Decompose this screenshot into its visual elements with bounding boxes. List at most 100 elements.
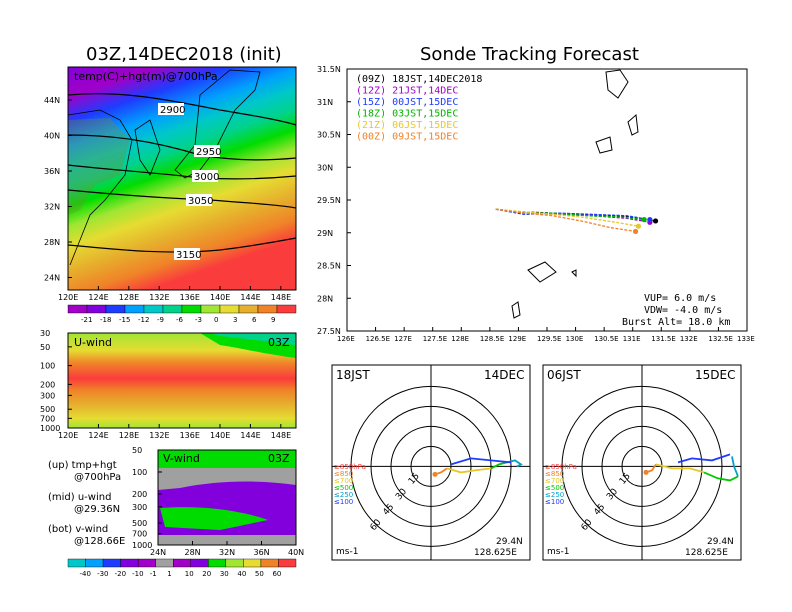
landing-point <box>641 217 647 223</box>
colorbar-label: -20 <box>115 570 126 578</box>
note-mid: (mid) u-wind <box>48 492 111 503</box>
p-tick-label: 300 <box>40 391 55 400</box>
vwind-neutral-band <box>158 468 296 490</box>
hodo-trace <box>450 457 512 466</box>
tracking-frame <box>346 68 748 332</box>
colorbar-swatch <box>67 304 88 314</box>
contour-label-bg <box>174 248 200 260</box>
korea-coastline <box>134 119 161 176</box>
lon-tick-label: 124E <box>88 431 108 440</box>
lon-tick-label: 128E <box>119 431 139 440</box>
lon-tick-label: 128.5E <box>480 335 504 343</box>
colorbar-label: 50 <box>255 570 264 578</box>
colorbar-swatch <box>243 558 262 568</box>
note-up: (up) tmp+hgt <box>48 460 117 471</box>
lon-tick-label: 129E <box>508 335 526 343</box>
colorbar-label: 10 <box>185 570 194 578</box>
legend-entry: (15Z) 00JST,15DEC <box>356 97 458 108</box>
hodo-level-label: ≥850hPa <box>545 463 577 471</box>
p-tick-label: 700 <box>40 414 55 423</box>
colorbar-swatch <box>120 558 139 568</box>
hodo-level-label: ≥850hPa <box>334 463 366 471</box>
landing-point <box>647 217 653 223</box>
lon-tick-label: 130E <box>566 335 584 343</box>
colorbar-label: -12 <box>138 316 149 324</box>
lon-tick-label: 136E <box>180 293 200 302</box>
map700-label: temp(C)+hgt(m)@700hPa <box>74 70 218 83</box>
colorbar-label: 9 <box>271 316 275 324</box>
lat-tick-label: 28.5N <box>317 262 341 271</box>
lon-tick-label: 130.5E <box>594 335 618 343</box>
colorbar-swatch <box>276 304 297 314</box>
landing-point <box>635 223 642 229</box>
contour-label-bg <box>158 103 184 115</box>
map700-lat-ticks: 44N 40N 36N 32N 28N 24N <box>44 96 72 283</box>
hodo-start-point <box>643 469 649 475</box>
landing-point <box>632 228 639 235</box>
lon-tick-label: 126E <box>337 335 355 343</box>
tracking-lat-ticks: 31.5N 31N 30.5N 30N 29.5N 29N 28.5N 28N 27.5N <box>317 65 351 336</box>
colorbar-label: 3 <box>233 316 237 324</box>
colorbar-swatch <box>105 304 126 314</box>
track-line <box>495 208 650 221</box>
hodo-date: 14DEC <box>484 368 524 382</box>
lon-tick-label: 128E <box>451 335 469 343</box>
lon-tick-label: 131.5E <box>651 335 675 343</box>
right-title: Sonde Tracking Forecast <box>420 44 639 65</box>
panel-notes: (up) tmp+hgt @700hPa (mid) u-wind @29.36… <box>48 460 125 547</box>
lat-tick-label: 31N <box>317 98 333 107</box>
hodo-lat: 29.4N <box>496 537 523 547</box>
colorbar-swatch <box>257 304 278 314</box>
lon-tick-label: 124E <box>88 293 108 302</box>
vwind-colorbar: -40 -30 -20 -10 -1 1 10 20 30 40 50 60 <box>67 558 297 578</box>
track-line <box>495 208 639 227</box>
lat-tick-label: 24N <box>150 548 166 557</box>
lat-tick-label: 28N <box>185 548 201 557</box>
contour-label-3050: 3050 <box>188 196 213 207</box>
left-title: 03Z,14DEC2018 (init) <box>86 44 282 65</box>
island-yakushima <box>595 136 613 154</box>
legend-entry: (00Z) 09JST,15DEC <box>356 132 458 143</box>
lon-tick-label: 132.5E <box>708 335 732 343</box>
colorbar-swatch <box>260 558 279 568</box>
lon-tick-label: 120E <box>58 431 78 440</box>
uwind-lowest-region <box>210 333 296 345</box>
landing-point <box>652 218 659 224</box>
contour-2900 <box>67 93 297 126</box>
legend-entry: (12Z) 21JST,14DEC <box>356 86 458 97</box>
hodo-lon: 128.625E <box>685 548 728 558</box>
colorbar-label: -30 <box>97 570 108 578</box>
colorbar-label: -40 <box>80 570 91 578</box>
contour-label-2900: 2900 <box>160 105 185 116</box>
vwind-time: 03Z <box>268 452 290 465</box>
hodo-level-label: ≤700 <box>334 477 353 485</box>
lon-tick-label: 136E <box>180 431 200 440</box>
island-amami <box>527 261 557 283</box>
lat-tick-label: 32N <box>219 548 235 557</box>
contour-label-bg <box>194 145 220 157</box>
track-line <box>495 208 636 233</box>
hodo-level-label: ≤850 <box>545 470 564 478</box>
island-south <box>511 301 521 319</box>
hodo-lon: 128.625E <box>474 548 517 558</box>
colorbar-swatch <box>102 558 121 568</box>
p-tick-label: 200 <box>132 490 147 499</box>
uwind-frame <box>67 332 297 429</box>
colorbar-swatch <box>219 304 240 314</box>
p-tick-label: 300 <box>132 503 147 512</box>
lat-tick-label: 40N <box>44 132 60 141</box>
hodo-trace <box>677 453 731 464</box>
hodo-trace <box>655 463 705 474</box>
contour-label-bg <box>192 170 218 182</box>
colorbar-swatch <box>190 558 209 568</box>
lon-tick-label: 128E <box>119 293 139 302</box>
hodo-level-label: ≤100 <box>334 498 353 506</box>
lon-tick-label: 126.5E <box>366 335 390 343</box>
p-tick-label: 1000 <box>132 541 152 550</box>
colorbar-swatch <box>200 304 221 314</box>
colorbar-swatch <box>124 304 145 314</box>
hodo-unit: ms-1 <box>336 547 358 557</box>
